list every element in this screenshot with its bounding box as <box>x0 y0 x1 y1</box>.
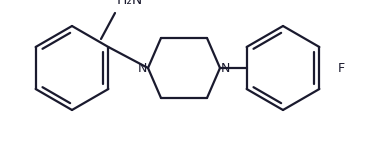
Text: H₂N: H₂N <box>117 0 143 7</box>
Text: F: F <box>338 61 345 75</box>
Text: N: N <box>138 61 147 75</box>
Text: N: N <box>221 61 231 75</box>
